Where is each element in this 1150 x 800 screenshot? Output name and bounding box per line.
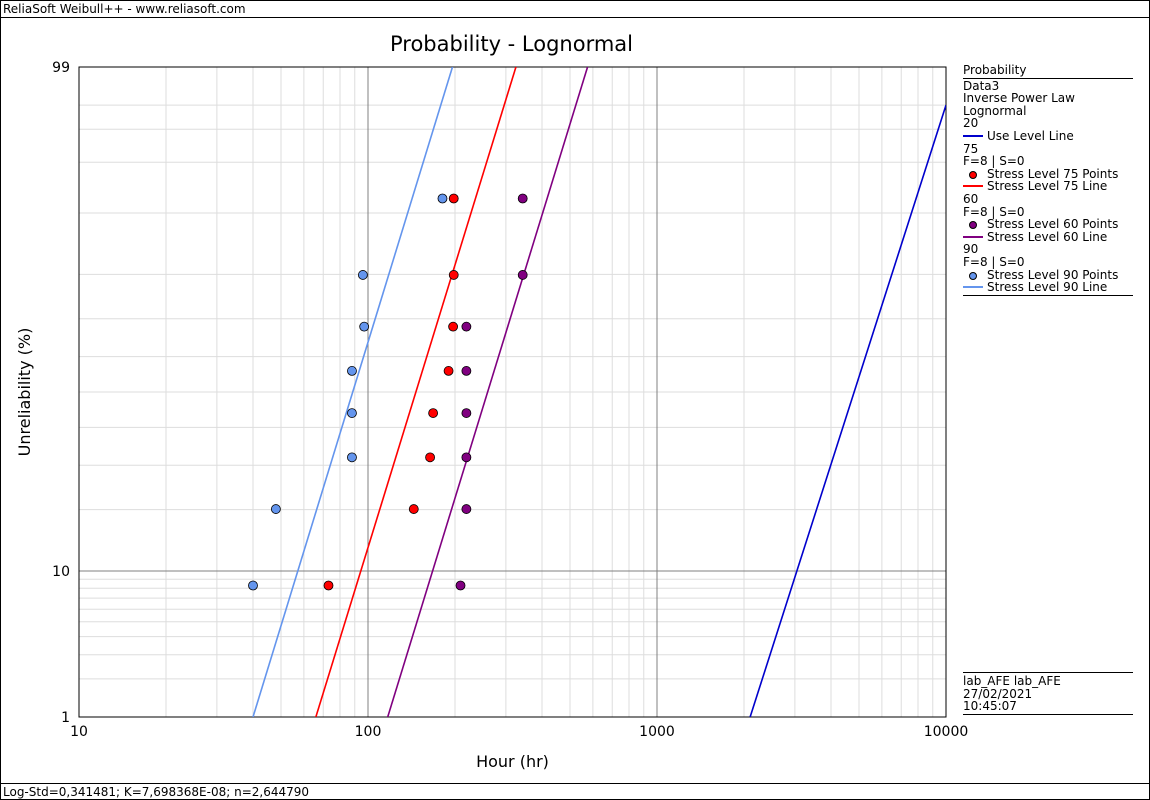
- legend-stats-75: F=8 | S=0: [963, 154, 1025, 169]
- data-point-stress-level-60-points: [461, 452, 472, 463]
- data-point-stress-level-60-points: [455, 580, 466, 591]
- status-bar: Log-Std=0,341481; K=7,698368E-08; n=2,64…: [0, 783, 1150, 800]
- data-point-stress-level-75-points: [443, 366, 454, 376]
- series-line-stress-level-75-line: [315, 67, 517, 717]
- legend-item-label: Stress Level 75 Line: [987, 179, 1108, 194]
- data-point-stress-level-60-points: [517, 270, 528, 280]
- data-point-stress-level-90-points: [357, 270, 368, 280]
- legend-item-use-level-line: Use Level Line: [963, 130, 1133, 143]
- y-tick-label: 1: [61, 710, 70, 726]
- data-point-stress-level-60-points: [461, 408, 472, 418]
- window-title: ReliaSoft Weibull++ - www.reliasoft.com: [3, 2, 246, 16]
- plot-area-frame: [78, 66, 947, 718]
- legend-item-label: Stress Level 60 Line: [987, 229, 1108, 244]
- data-point-stress-level-60-points: [517, 193, 528, 204]
- legend-item-label: Use Level Line: [987, 128, 1074, 143]
- x-axis-label: Hour (hr): [476, 752, 549, 771]
- legend-line-swatch: [963, 286, 983, 289]
- x-tick-label: 10: [70, 724, 88, 740]
- y-tick-label: 99: [52, 60, 70, 76]
- legend-item-label: Stress Level 60 Points: [987, 217, 1119, 232]
- status-text: Log-Std=0,341481; K=7,698368E-08; n=2,64…: [3, 785, 310, 799]
- data-point-stress-level-75-points: [428, 408, 439, 418]
- data-point-stress-level-90-points: [270, 504, 281, 514]
- info-bottom-rule: [963, 713, 1133, 715]
- legend-item-stress-60-line: Stress Level 60 Line: [963, 229, 1133, 244]
- info-time: 10:45:07: [963, 699, 1017, 714]
- legend: Probability Data3 Inverse Power Law Logn…: [963, 64, 1133, 296]
- data-point-stress-level-75-points: [425, 452, 435, 463]
- legend-line-swatch: [963, 134, 983, 137]
- data-point-stress-level-75-points: [448, 270, 459, 280]
- y-tick-label: 10: [52, 564, 70, 580]
- series-line-stress-level-60-line: [386, 67, 589, 717]
- legend-item-stress-75-points: Stress Level 75 Points: [963, 166, 1133, 181]
- legend-distribution: Lognormal: [963, 103, 1027, 118]
- legend-bottom-rule: [963, 294, 1133, 296]
- legend-line-swatch: [963, 235, 983, 238]
- legend-item-stress-60-points: Stress Level 60 Points: [963, 218, 1133, 231]
- legend-item-stress-75-line: Stress Level 75 Line: [963, 180, 1133, 193]
- legend-model: Inverse Power Law: [963, 91, 1075, 106]
- legend-line-swatch: [963, 185, 983, 188]
- x-tick-label: 10000: [924, 724, 969, 740]
- x-tick-label: 1000: [639, 724, 675, 740]
- legend-item-label: Stress Level 90 Points: [987, 267, 1119, 282]
- y-axis-label: Unreliability (%): [15, 328, 34, 457]
- chart-title: Probability - Lognormal: [390, 32, 633, 56]
- data-point-stress-level-60-points: [461, 504, 472, 514]
- legend-item-label: Stress Level 75 Points: [987, 166, 1119, 181]
- legend-dot-swatch: [969, 170, 977, 179]
- legend-header: Probability: [963, 64, 1133, 79]
- info-user: lab_AFE lab_AFE: [963, 674, 1061, 688]
- legend-stats-60: F=8 | S=0: [963, 204, 1025, 219]
- legend-dot-swatch: [969, 271, 977, 280]
- data-point-stress-level-90-points: [248, 580, 258, 591]
- data-point-stress-level-60-points: [461, 321, 472, 332]
- data-point-stress-level-90-points: [437, 193, 448, 204]
- legend-data-name: Data3: [963, 78, 1000, 93]
- data-point-stress-level-60-points: [461, 366, 472, 376]
- data-point-stress-level-75-points: [448, 193, 459, 204]
- x-tick-label: 100: [355, 724, 382, 740]
- series-line-stress-level-90-line: [252, 67, 454, 717]
- data-point-stress-level-90-points: [347, 408, 357, 418]
- legend-stats-90: F=8 | S=0: [963, 254, 1025, 269]
- data-point-stress-level-90-points: [347, 366, 357, 376]
- info-box: lab_AFE lab_AFE 27/02/2021 10:45:07: [963, 672, 1133, 715]
- legend-item-stress-90-line: Stress Level 90 Line: [963, 281, 1133, 294]
- data-point-stress-level-75-points: [408, 504, 419, 514]
- data-point-stress-level-75-points: [448, 321, 459, 332]
- legend-level-90: 90: [963, 242, 979, 257]
- legend-item-label: Stress Level 90 Line: [987, 280, 1108, 295]
- info-date: 27/02/2021: [963, 686, 1033, 701]
- legend-level-20: 20: [963, 116, 979, 131]
- legend-dot-swatch: [969, 221, 977, 230]
- legend-item-stress-90-points: Stress Level 90 Points: [963, 267, 1133, 282]
- legend-level-75: 75: [963, 141, 979, 156]
- title-bar: ReliaSoft Weibull++ - www.reliasoft.com: [0, 0, 1150, 18]
- data-point-stress-level-90-points: [347, 452, 357, 463]
- data-point-stress-level-75-points: [323, 580, 334, 591]
- series-line-use-level-line: [749, 104, 946, 717]
- legend-level-60: 60: [963, 191, 979, 206]
- data-point-stress-level-90-points: [359, 321, 370, 332]
